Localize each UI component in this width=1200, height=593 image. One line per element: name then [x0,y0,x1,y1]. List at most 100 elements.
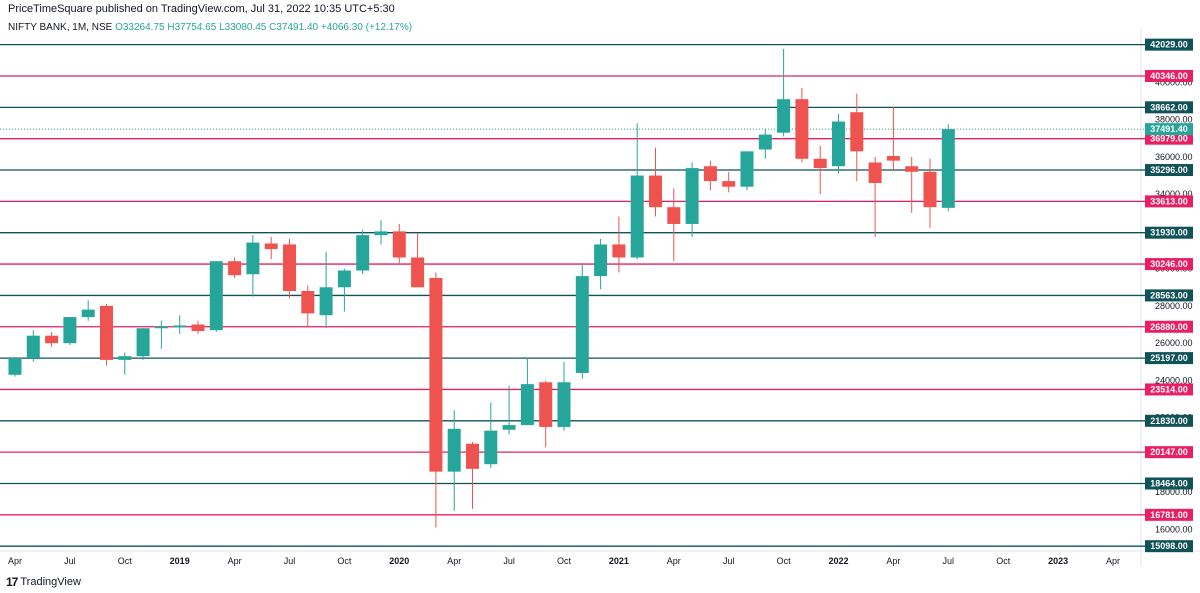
time-tick-label: Apr [1106,556,1120,566]
candle-body [594,244,608,277]
time-tick-label: Apr [667,556,681,566]
level-price-label: 36979.00 [1150,134,1188,144]
published-by-line: PriceTimeSquare published on TradingView… [8,3,395,15]
candle-body [667,207,681,224]
time-tick-label: Oct [118,556,133,566]
candle [758,128,772,159]
price-tick-label: 16000.00 [1155,524,1193,534]
candle-body [283,244,296,291]
candle [667,188,681,262]
candle-body [813,158,827,169]
time-tick-label: Oct [337,556,352,566]
time-tick-label: Jul [503,556,515,566]
candle-body [758,134,772,150]
candle-body [356,235,370,271]
candle [45,331,59,347]
candle-body [246,242,260,275]
candle [301,285,315,327]
candle-body [703,166,717,182]
candle-body [136,328,150,357]
candle [832,114,845,174]
candle [575,263,589,379]
candle-body [374,231,388,236]
level-price-label: 18464.00 [1150,478,1188,488]
candle-body [301,291,315,314]
candle [905,156,919,213]
symbol-ohlc-line: NIFTY BANK, 1M, NSE O33264.75 H37754.65 … [8,22,412,33]
candle-body [466,443,479,469]
candle-body [118,356,132,360]
level-price-tag [1145,289,1193,302]
candle [173,315,187,334]
level-price-label: 21830.00 [1150,416,1188,426]
time-tick-label: Jul [64,556,76,566]
candle [63,317,77,346]
price-tick-label: 18000.00 [1155,487,1193,497]
candle-body [191,324,205,332]
level-price-label: 23514.00 [1150,384,1188,394]
level-price-tag [1145,540,1193,553]
level-price-tag [1145,414,1193,427]
level-price-tag [1145,226,1193,239]
time-tick-label: 2019 [170,556,190,566]
candle [228,257,242,278]
candle [649,147,662,217]
open-value: O33264.75 [115,22,165,33]
candle-body [173,325,187,328]
candle [26,330,40,362]
candle [630,123,644,260]
level-price-label: 25197.00 [1150,353,1188,363]
tradingview-footer[interactable]: 17 TradingView [6,575,81,589]
candle-body [850,112,864,152]
level-price-label: 38662.00 [1150,102,1188,112]
candle-body [447,428,461,472]
price-tick-label: 38000.00 [1155,115,1193,125]
candle-body [154,326,168,329]
high-value: H37754.65 [167,22,217,33]
candle-body [649,175,662,208]
last-price-label: 37491.40 [1150,124,1188,134]
candle-body [209,261,223,331]
price-tick-label: 34000.00 [1155,189,1193,199]
candle [264,236,278,260]
price-tick-label: 40000.00 [1155,77,1193,87]
price-tick-label: 26000.00 [1155,338,1193,348]
time-tick-label: Oct [557,556,572,566]
candle-body [264,243,278,250]
candle [520,358,534,426]
candle-body [868,162,882,183]
level-price-label: 42029.00 [1150,40,1188,50]
candle-body [539,382,553,427]
level-price-label: 16781.00 [1150,510,1188,520]
candle-body [8,358,22,375]
candle-body [923,171,937,208]
candle-body [81,309,95,318]
candle-body [100,305,113,360]
candle-body [795,99,809,159]
level-price-label: 15098.00 [1150,541,1188,551]
level-price-tag [1145,383,1193,396]
candle [81,300,95,321]
candle [246,235,260,297]
candle [795,88,809,163]
symbol-label[interactable]: NIFTY BANK, 1M, NSE [8,22,113,33]
candle-body [722,181,736,187]
time-tick-label: Apr [228,556,242,566]
candle [612,216,626,273]
level-price-label: 28563.00 [1150,290,1188,300]
level-price-label: 40346.00 [1150,71,1188,81]
candle-body [630,175,644,258]
level-price-tag [1145,164,1193,177]
level-price-tag [1145,258,1193,271]
candle [923,158,937,228]
time-tick-label: Jul [943,556,955,566]
level-price-label: 35296.00 [1150,165,1188,175]
level-price-label: 26880.00 [1150,322,1188,332]
candle [594,238,608,290]
candle-body [63,317,77,344]
candle [283,238,296,299]
time-tick-label: Apr [447,556,461,566]
close-value: C37491.40 [269,22,319,33]
level-price-tag [1145,69,1193,82]
